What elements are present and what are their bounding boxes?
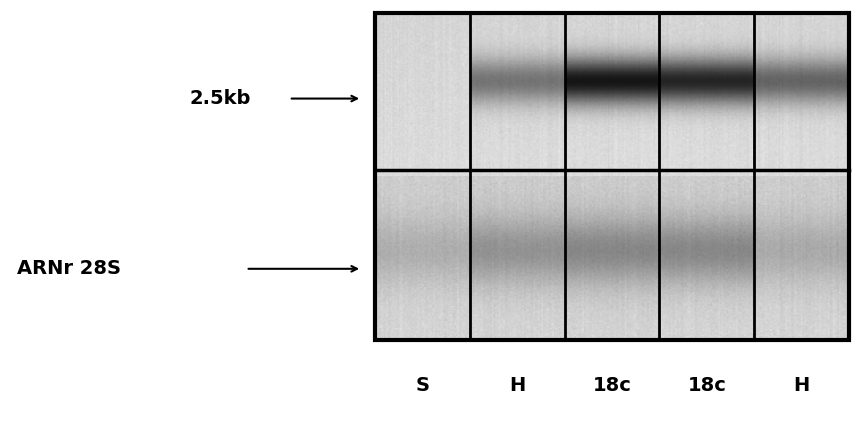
Text: ARNr 28S: ARNr 28S — [17, 259, 121, 278]
Text: 18c: 18c — [592, 376, 631, 395]
Text: 2.5kb: 2.5kb — [189, 89, 251, 108]
Text: 18c: 18c — [686, 376, 726, 395]
Text: H: H — [509, 376, 524, 395]
Bar — [375, 13, 848, 340]
Text: H: H — [793, 376, 808, 395]
Text: S: S — [415, 376, 429, 395]
